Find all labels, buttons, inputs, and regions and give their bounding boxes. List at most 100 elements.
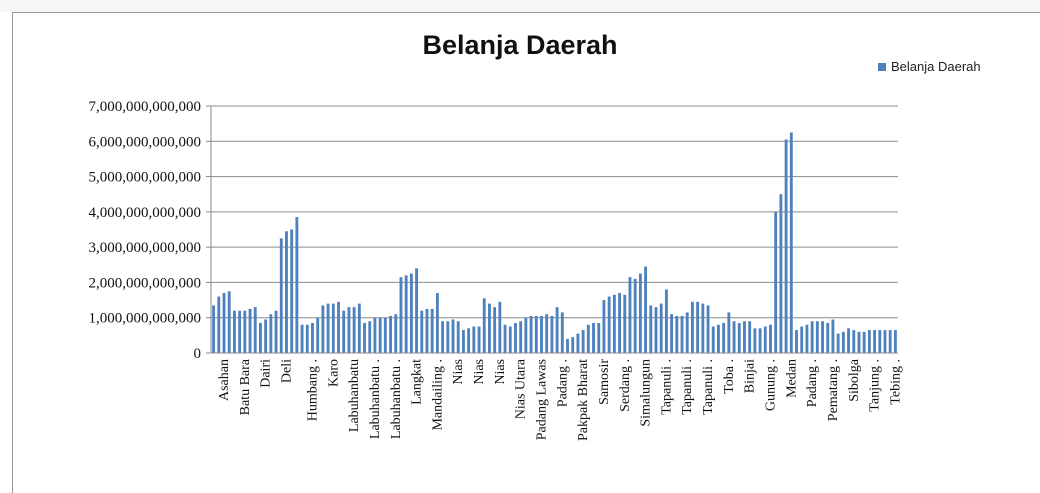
bar xyxy=(300,324,304,353)
bar xyxy=(649,305,653,353)
bar xyxy=(893,330,897,353)
bar xyxy=(758,328,762,353)
bar xyxy=(852,330,856,353)
bar xyxy=(316,317,320,353)
bar xyxy=(290,229,294,353)
bar xyxy=(295,217,299,353)
bar xyxy=(274,310,278,353)
gridlines xyxy=(211,105,898,319)
bar xyxy=(592,323,595,353)
bar xyxy=(602,300,606,353)
bar xyxy=(357,303,361,353)
bar xyxy=(685,312,689,353)
bar xyxy=(732,321,736,353)
bar xyxy=(680,315,684,353)
bar xyxy=(248,308,252,353)
bar xyxy=(696,301,700,353)
x-tick-label: Deli xyxy=(279,359,294,383)
bar xyxy=(836,333,840,353)
bar xyxy=(670,314,674,353)
x-tick-label: Nias Utara xyxy=(514,358,529,419)
bar xyxy=(690,301,694,353)
bar xyxy=(259,323,262,353)
bar xyxy=(477,326,481,353)
x-tick-label: Tapanuli . xyxy=(701,359,716,415)
bar xyxy=(409,273,413,353)
bar-chart: 0 1,000,000,000,000 2,000,000,000,000 3,000… xyxy=(89,99,904,441)
bar xyxy=(769,324,772,353)
bar xyxy=(659,303,663,353)
bar xyxy=(482,298,486,353)
bar xyxy=(540,315,543,353)
bar xyxy=(800,326,804,353)
bar xyxy=(420,310,424,353)
bar xyxy=(618,293,621,353)
bar xyxy=(586,324,590,353)
bar xyxy=(253,307,257,353)
legend-label: Belanja Daerah xyxy=(891,59,981,74)
x-tick-label: Padang Lawas xyxy=(534,359,549,440)
bar xyxy=(727,312,731,353)
bar xyxy=(612,294,616,353)
bar xyxy=(878,330,882,353)
x-tick-label: Dairi xyxy=(259,359,274,388)
x-tick-label: Tapanuli . xyxy=(680,359,695,415)
bar xyxy=(560,312,564,353)
chart-title: Belanja Daerah xyxy=(422,30,618,60)
bar xyxy=(784,139,788,353)
bar xyxy=(857,331,861,353)
bar xyxy=(326,303,330,353)
bar xyxy=(607,296,611,353)
x-tick-label: Tebing . xyxy=(888,359,903,405)
bar xyxy=(519,321,523,353)
bar xyxy=(368,321,372,353)
bar xyxy=(394,314,398,353)
bar xyxy=(644,266,648,353)
x-tick-label: Karo xyxy=(326,359,341,387)
bar xyxy=(342,310,346,353)
y-axis-ticks: 0 1,000,000,000,000 2,000,000,000,000 3,000… xyxy=(89,99,211,362)
x-tick-label: Samosir xyxy=(597,359,612,405)
y-tick-label: 2,000,000,000,000 xyxy=(89,275,202,291)
x-tick-label: Mandailing . xyxy=(430,359,445,431)
x-tick-label: Nias xyxy=(451,359,466,385)
bar xyxy=(404,275,408,353)
bar xyxy=(441,321,445,353)
bar xyxy=(472,326,476,353)
bar xyxy=(352,307,356,353)
bar xyxy=(514,323,517,353)
x-tick-label: Asahan xyxy=(217,359,232,401)
bars xyxy=(212,132,897,353)
bar xyxy=(347,307,351,353)
x-axis-ticks: Asahan Batu Bara Dairi Deli Humbang . Karo Lab… xyxy=(217,358,903,441)
bar xyxy=(227,291,231,353)
bar xyxy=(243,310,247,353)
bar xyxy=(311,323,314,353)
bar xyxy=(831,319,835,353)
bar xyxy=(795,330,798,353)
x-tick-label: Labuhanbatu . xyxy=(389,359,404,439)
bar xyxy=(488,303,491,353)
bar xyxy=(430,308,434,353)
x-tick-label: Toba . xyxy=(722,359,737,394)
bar xyxy=(269,314,273,353)
bar xyxy=(503,324,507,353)
bar xyxy=(701,303,705,353)
bar xyxy=(743,321,746,353)
bar xyxy=(748,321,752,353)
y-tick-label: 1,000,000,000,000 xyxy=(89,311,202,327)
bar xyxy=(446,321,450,353)
bar xyxy=(285,231,288,353)
x-tick-label: Pakpak Bharat xyxy=(576,359,591,441)
bar xyxy=(279,238,283,353)
bar xyxy=(529,315,533,353)
x-tick-label: Serdang . xyxy=(618,359,633,412)
y-tick-label: 6,000,000,000,000 xyxy=(89,134,202,150)
bar xyxy=(888,330,892,353)
bar xyxy=(383,317,387,353)
y-tick-label: 0 xyxy=(194,346,202,362)
y-tick-label: 4,000,000,000,000 xyxy=(89,205,202,221)
bar xyxy=(867,330,871,353)
bar xyxy=(675,315,679,353)
bar xyxy=(545,314,549,353)
